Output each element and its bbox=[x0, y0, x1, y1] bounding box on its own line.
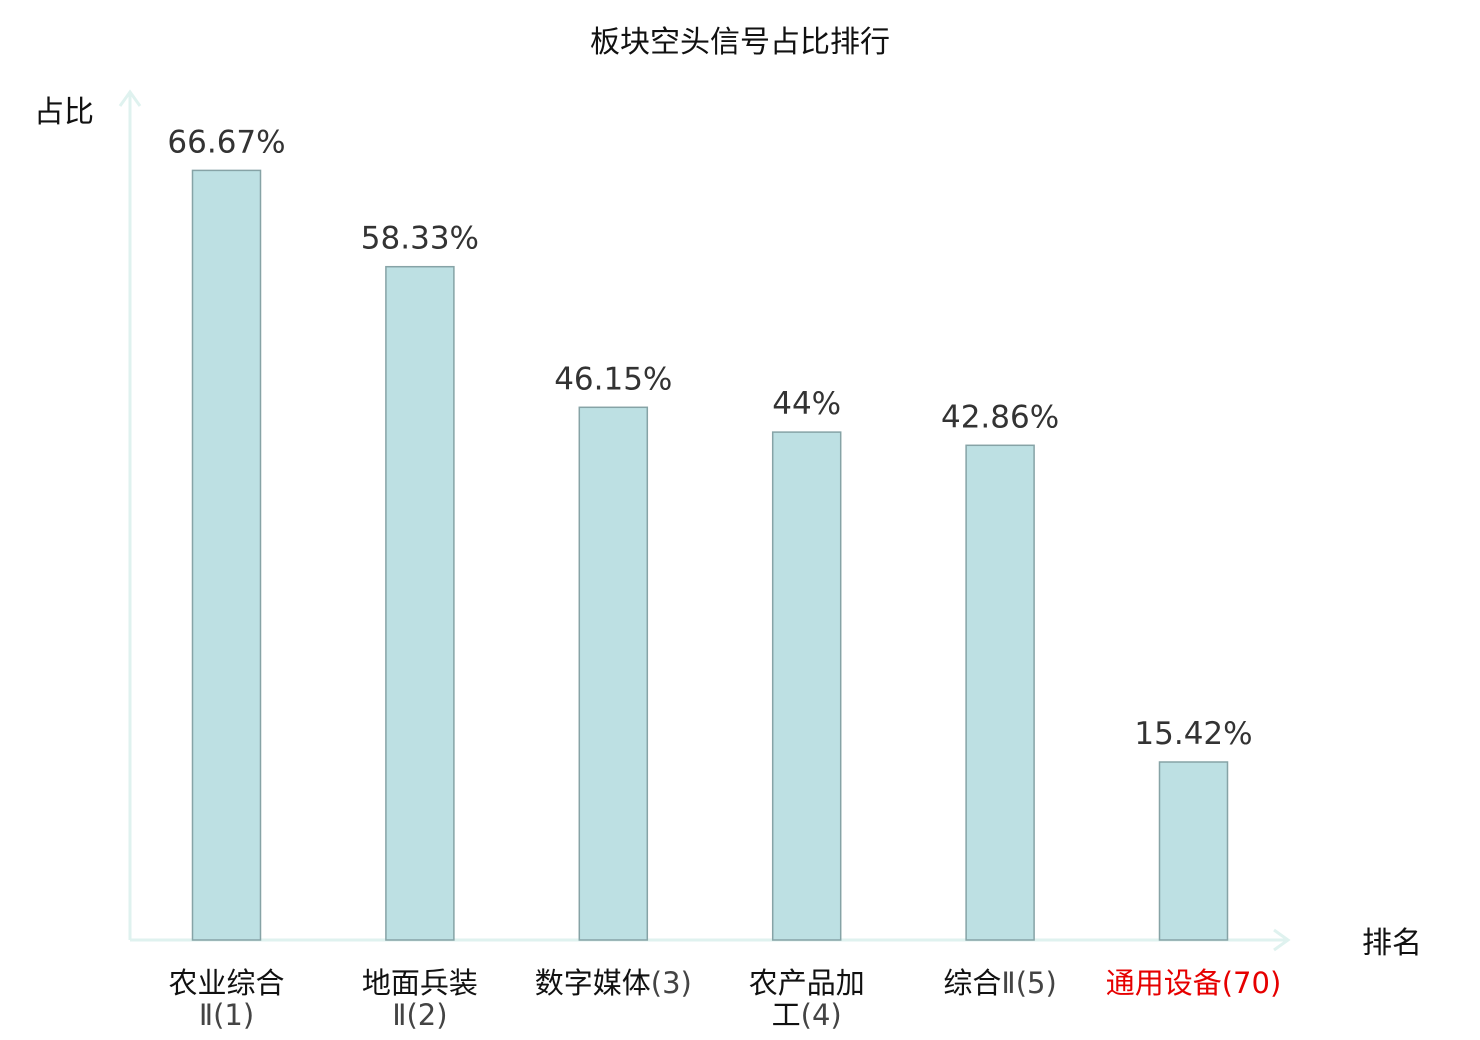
bar bbox=[965, 444, 1035, 941]
x-tick-label: 综合Ⅱ(5) bbox=[943, 966, 1056, 1000]
bar-value-label: 46.15% bbox=[554, 361, 672, 397]
bar-value-label: 66.67% bbox=[167, 124, 285, 160]
chart-title: 板块空头信号占比排行 bbox=[590, 25, 890, 60]
bar bbox=[1158, 761, 1229, 941]
bar-series bbox=[191, 169, 1229, 941]
bar-value-label: 58.33% bbox=[361, 221, 479, 257]
x-axis bbox=[130, 928, 1291, 952]
bar bbox=[771, 431, 842, 941]
bar-value-label: 44% bbox=[772, 386, 841, 422]
x-tick-labels: 农业综合 Ⅱ(1) 地面兵装 Ⅱ(2) 数字媒体(3) 农产品加工(4) 综合Ⅱ(5) 通用设… bbox=[168, 966, 1281, 1032]
x-tick-label: 数字媒体(3) bbox=[535, 966, 692, 1000]
bar-value-label: 15.42% bbox=[1134, 716, 1252, 752]
bar bbox=[385, 265, 455, 941]
x-tick-label: 农业综合 Ⅱ(1) bbox=[168, 966, 284, 1032]
bar bbox=[578, 406, 649, 941]
data-labels: 66.67% 58.33% 46.15% 44% 42.86% 15.42% bbox=[167, 124, 1252, 752]
x-tick-label: 通用设备(70) bbox=[1106, 966, 1282, 1000]
bar-value-label: 42.86% bbox=[941, 399, 1059, 435]
x-tick-label: 地面兵装 Ⅱ(2) bbox=[362, 966, 478, 1032]
y-axis-label: 占比 bbox=[34, 95, 94, 130]
x-tick-label: 农产品加工(4) bbox=[749, 966, 865, 1032]
x-axis-label: 排名 bbox=[1362, 926, 1422, 961]
y-axis bbox=[118, 89, 142, 940]
bar bbox=[191, 169, 262, 941]
